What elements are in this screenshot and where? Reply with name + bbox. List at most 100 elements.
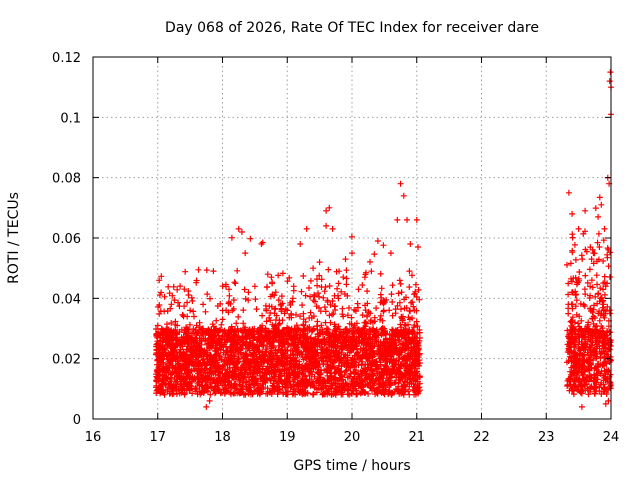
data-point bbox=[408, 299, 414, 306]
data-point bbox=[376, 370, 383, 377]
data-point bbox=[217, 300, 224, 307]
data-point bbox=[349, 381, 356, 388]
data-point bbox=[171, 354, 178, 361]
data-point bbox=[223, 359, 230, 366]
data-point bbox=[198, 366, 205, 373]
data-point bbox=[564, 327, 571, 334]
data-point bbox=[191, 313, 197, 320]
data-point bbox=[373, 305, 380, 312]
data-point bbox=[277, 359, 283, 366]
data-point bbox=[253, 306, 260, 313]
data-point bbox=[168, 371, 174, 378]
data-point bbox=[571, 241, 578, 248]
data-point bbox=[271, 306, 278, 313]
data-point bbox=[365, 364, 371, 371]
data-point bbox=[349, 250, 355, 257]
data-point bbox=[279, 270, 286, 277]
data-point bbox=[201, 347, 208, 354]
data-point bbox=[386, 307, 393, 314]
data-point bbox=[202, 308, 209, 315]
data-point bbox=[601, 273, 608, 280]
data-point bbox=[244, 371, 251, 378]
data-point bbox=[300, 316, 307, 323]
data-point bbox=[565, 291, 572, 298]
data-point bbox=[307, 309, 314, 316]
data-point bbox=[575, 369, 582, 376]
data-point bbox=[343, 281, 350, 288]
data-point bbox=[587, 283, 594, 290]
data-point bbox=[596, 317, 603, 324]
data-point bbox=[219, 316, 226, 323]
data-point bbox=[294, 327, 301, 334]
data-point bbox=[404, 379, 411, 386]
data-point bbox=[381, 298, 388, 305]
data-point bbox=[159, 338, 166, 345]
data-point bbox=[395, 387, 402, 394]
data-point bbox=[351, 306, 358, 313]
data-point bbox=[284, 330, 291, 336]
data-point bbox=[402, 383, 409, 390]
data-point bbox=[271, 292, 278, 299]
data-point bbox=[292, 363, 298, 370]
data-point bbox=[600, 388, 607, 395]
data-point bbox=[589, 309, 596, 316]
data-point bbox=[584, 341, 591, 348]
data-point bbox=[589, 284, 596, 291]
data-point bbox=[303, 339, 310, 346]
data-point bbox=[263, 318, 270, 325]
data-point bbox=[389, 299, 396, 305]
data-point bbox=[207, 362, 214, 368]
data-point bbox=[595, 328, 602, 335]
data-point bbox=[576, 361, 582, 368]
data-point bbox=[389, 351, 396, 358]
data-point bbox=[271, 387, 278, 394]
data-point bbox=[388, 356, 395, 363]
data-point bbox=[401, 382, 408, 389]
data-point bbox=[316, 340, 323, 347]
data-point bbox=[600, 345, 607, 352]
data-point bbox=[580, 357, 587, 364]
data-point bbox=[168, 331, 175, 338]
data-point bbox=[328, 370, 334, 377]
data-point bbox=[342, 368, 349, 375]
data-point bbox=[409, 359, 416, 366]
data-point bbox=[383, 363, 390, 370]
data-point bbox=[324, 359, 331, 365]
data-point bbox=[585, 327, 592, 333]
data-point bbox=[161, 371, 168, 378]
data-point bbox=[275, 330, 282, 337]
data-point bbox=[335, 292, 341, 299]
data-point bbox=[412, 389, 419, 395]
data-point bbox=[573, 297, 580, 304]
data-point bbox=[407, 241, 414, 247]
y-tick-label: 0 bbox=[73, 413, 81, 428]
data-point bbox=[387, 250, 394, 257]
data-point bbox=[193, 353, 200, 360]
data-point bbox=[193, 279, 200, 286]
data-point bbox=[605, 397, 612, 404]
data-point bbox=[598, 201, 605, 208]
data-point bbox=[332, 325, 339, 332]
data-point bbox=[306, 315, 313, 321]
data-point bbox=[224, 336, 231, 343]
data-point bbox=[373, 376, 379, 382]
data-point bbox=[406, 326, 413, 333]
data-point bbox=[414, 378, 421, 385]
data-point bbox=[597, 351, 604, 357]
data-point bbox=[572, 374, 579, 381]
data-point bbox=[377, 291, 384, 298]
data-point bbox=[592, 205, 599, 212]
data-point bbox=[218, 343, 225, 350]
data-point bbox=[273, 362, 280, 369]
data-point bbox=[325, 326, 332, 333]
data-point bbox=[190, 308, 197, 315]
data-point bbox=[401, 296, 408, 303]
data-point bbox=[394, 328, 401, 335]
data-point bbox=[156, 384, 163, 391]
data-point bbox=[235, 225, 242, 232]
data-point bbox=[161, 328, 168, 335]
data-point bbox=[413, 216, 420, 223]
data-point bbox=[414, 385, 421, 392]
data-point bbox=[272, 317, 279, 323]
data-point bbox=[302, 346, 309, 352]
